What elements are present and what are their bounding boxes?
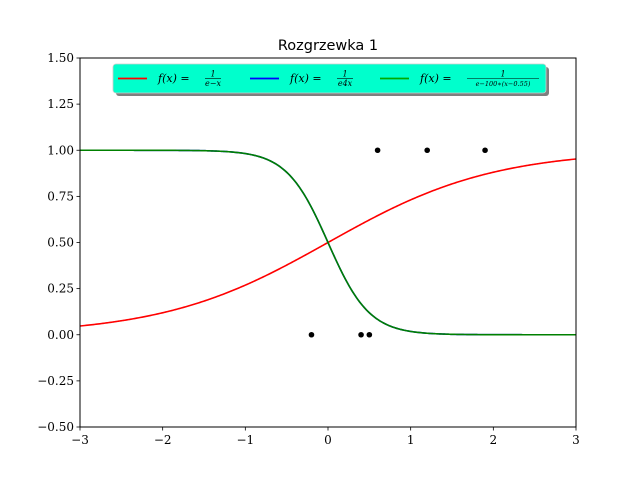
y-tick-label: 1.25 xyxy=(47,97,74,111)
legend-denominator: e−100∗(x−0.55) xyxy=(476,80,531,88)
scatter-point xyxy=(308,331,315,338)
x-tick-label: −2 xyxy=(154,433,172,447)
legend-numerator: 1 xyxy=(500,70,505,79)
legend-denominator: e−x xyxy=(205,79,221,88)
scatter-points xyxy=(308,147,488,338)
y-tick-label: 0.50 xyxy=(47,236,74,250)
y-tick-label: 0.25 xyxy=(47,282,74,296)
y-tick-label: 1.50 xyxy=(47,51,74,65)
plot-lines xyxy=(79,149,577,336)
x-tick-label: −1 xyxy=(236,433,254,447)
y-tick-label: 0.75 xyxy=(47,189,74,203)
legend-numerator: 1 xyxy=(342,70,347,79)
x-axis: −3 −2 −1 0 1 2 3 xyxy=(71,427,580,447)
y-tick-label: 1.00 xyxy=(47,143,74,157)
scatter-point xyxy=(482,147,488,154)
legend-label-prefix: f(x) = xyxy=(157,72,190,85)
x-tick-label: 3 xyxy=(572,433,580,447)
legend-box xyxy=(112,63,547,94)
legend-denominator: e4x xyxy=(338,79,353,88)
legend-label-prefix: f(x) = xyxy=(289,72,322,85)
y-tick-label: −0.25 xyxy=(37,374,74,388)
y-axis: −0.50 −0.25 0.00 0.25 0.50 0.75 1.00 1.25 1.50 xyxy=(37,51,80,434)
y-tick-label: 0.00 xyxy=(47,328,74,342)
scatter-point xyxy=(374,147,381,154)
series-line-3 xyxy=(80,149,576,336)
x-tick-label: 1 xyxy=(407,433,415,447)
x-tick-label: 2 xyxy=(490,433,498,447)
y-tick-label: −0.50 xyxy=(37,420,74,434)
chart-title: Rozgrzewka 1 xyxy=(278,38,378,54)
x-tick-label: 0 xyxy=(324,433,332,447)
scatter-point xyxy=(424,147,431,154)
legend-numerator: 1 xyxy=(210,70,215,79)
scatter-point xyxy=(358,331,364,338)
scatter-point xyxy=(366,331,373,338)
x-tick-label: −3 xyxy=(71,433,89,447)
legend-label-prefix: f(x) = xyxy=(419,72,452,85)
